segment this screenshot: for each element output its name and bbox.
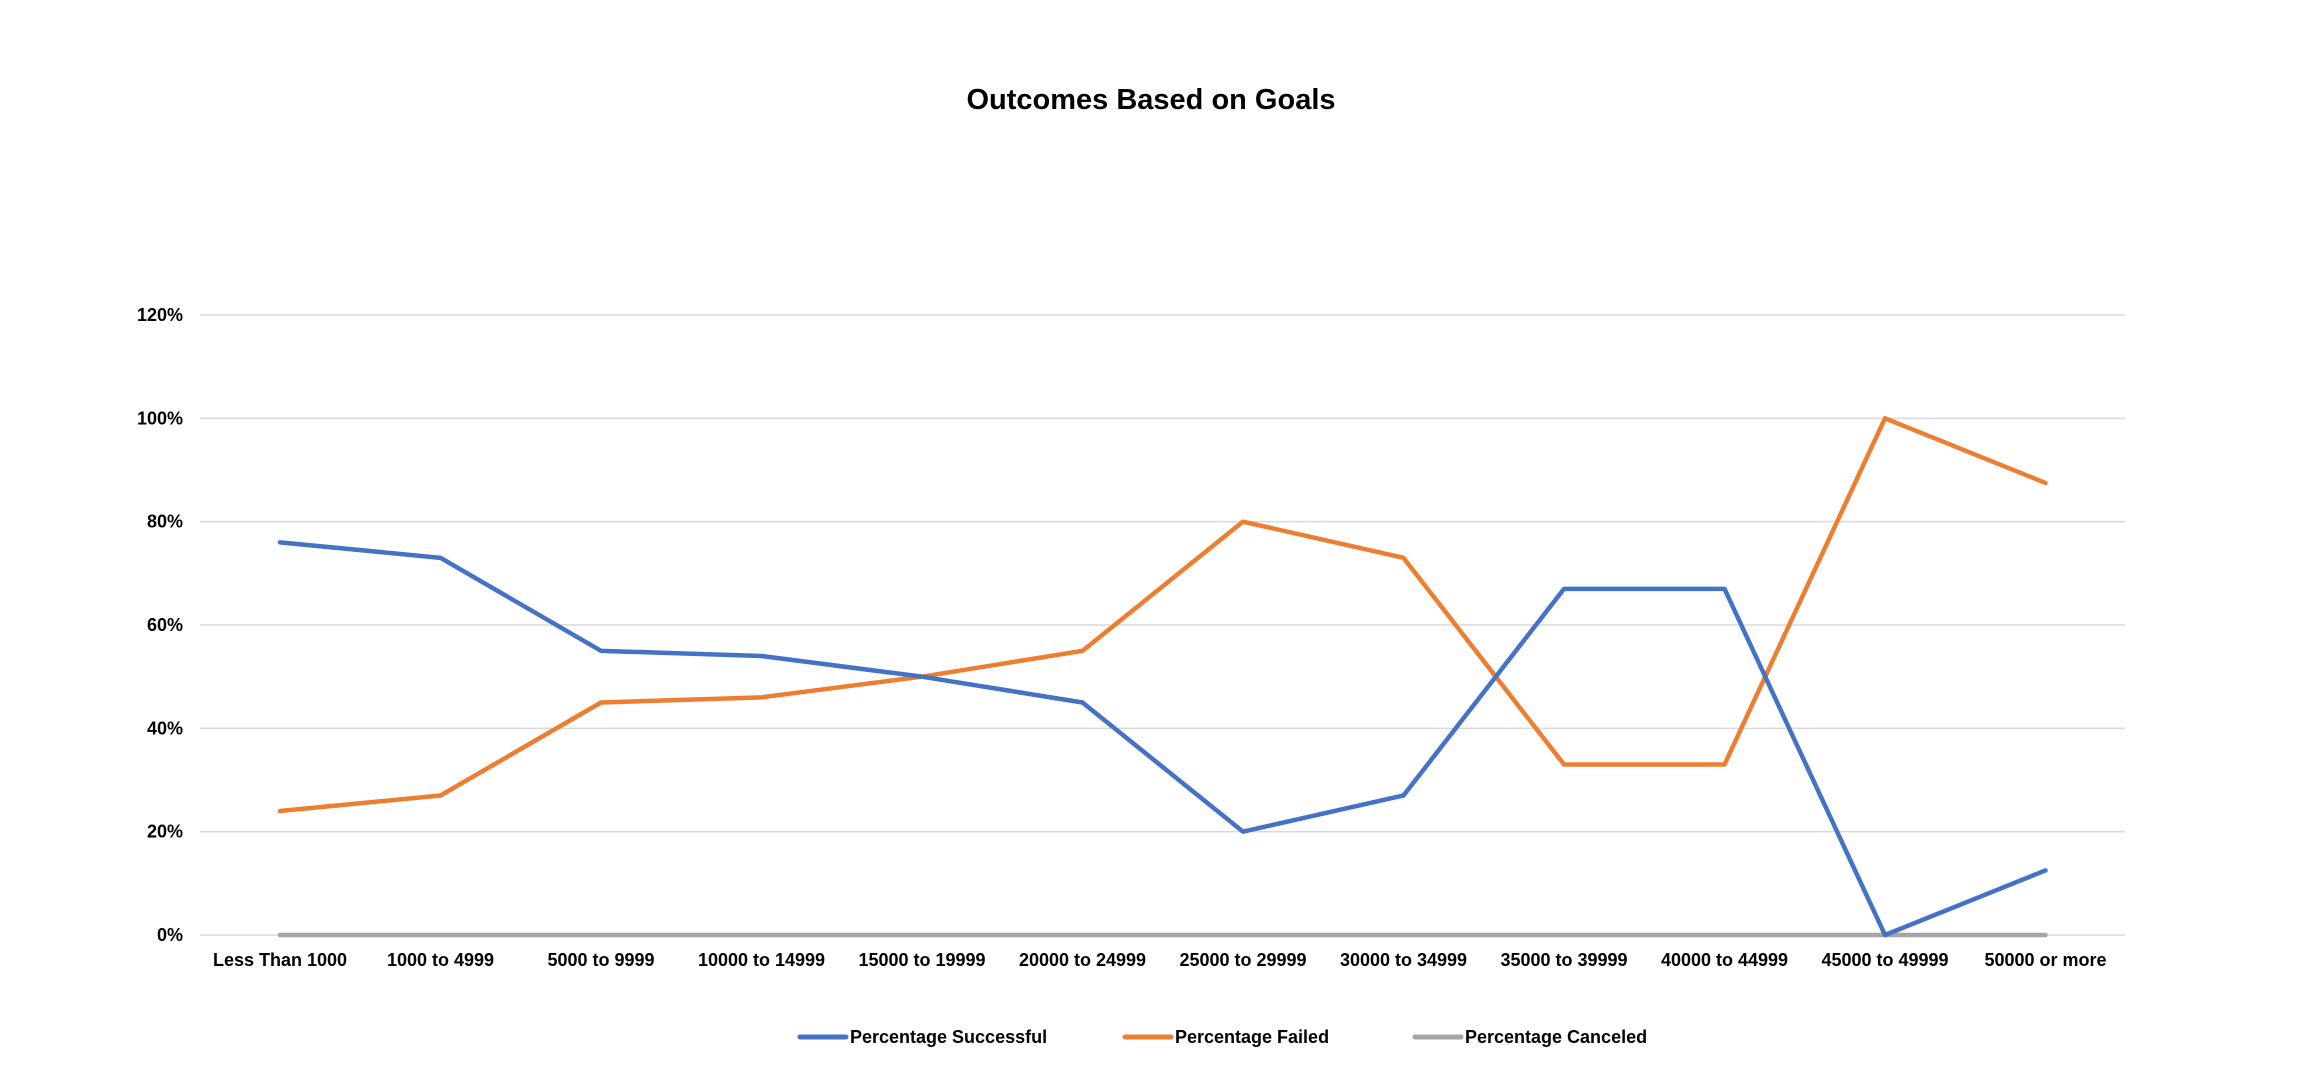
chart-title: Outcomes Based on Goals xyxy=(966,84,1336,116)
x-axis-ticks: Less Than 1000 1000 to 4999 5000 to 9999 10… xyxy=(213,950,2107,970)
legend-label-percentage-canceled: Percentage Canceled xyxy=(1465,1027,1647,1047)
x-tick-label: 30000 to 34999 xyxy=(1340,950,1467,970)
legend-label-percentage-successful: Percentage Successful xyxy=(850,1027,1047,1047)
x-tick-label: Less Than 1000 xyxy=(213,950,347,970)
y-tick-label: 100% xyxy=(137,408,183,428)
x-tick-label: 25000 to 29999 xyxy=(1179,950,1306,970)
y-axis-ticks: 0% 20% 40% 60% 80% 100% 120% xyxy=(137,305,183,945)
y-tick-label: 40% xyxy=(147,718,183,738)
series-line-percentage-successful xyxy=(277,540,2048,938)
y-tick-label: 60% xyxy=(147,615,183,635)
x-tick-label: 50000 or more xyxy=(1984,950,2106,970)
x-tick-label: 45000 to 49999 xyxy=(1821,950,1948,970)
y-tick-label: 0% xyxy=(157,925,183,945)
x-tick-label: 1000 to 4999 xyxy=(387,950,494,970)
legend: Percentage Successful Percentage Failed Pe… xyxy=(797,1027,1647,1047)
x-tick-label: 20000 to 24999 xyxy=(1019,950,1146,970)
x-tick-label: 10000 to 14999 xyxy=(698,950,825,970)
x-tick-label: 35000 to 39999 xyxy=(1500,950,1627,970)
x-tick-label: 5000 to 9999 xyxy=(547,950,654,970)
x-tick-label: 15000 to 19999 xyxy=(858,950,985,970)
x-tick-label: 40000 to 44999 xyxy=(1661,950,1788,970)
series-lines xyxy=(277,416,2048,938)
y-tick-label: 120% xyxy=(137,305,183,325)
series-line-percentage-failed xyxy=(277,416,2048,814)
gridlines xyxy=(200,314,2125,936)
legend-label-percentage-failed: Percentage Failed xyxy=(1175,1027,1329,1047)
y-tick-label: 20% xyxy=(147,822,183,842)
y-tick-label: 80% xyxy=(147,512,183,532)
